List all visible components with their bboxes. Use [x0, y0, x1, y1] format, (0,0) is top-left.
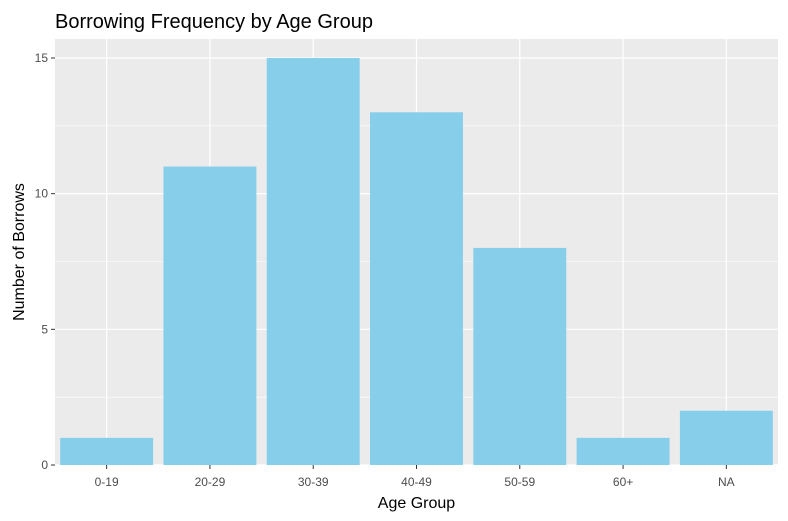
x-axis-title: Age Group	[378, 495, 455, 512]
y-tick-label: 5	[41, 322, 48, 336]
y-axis-title: Number of Borrows	[11, 183, 28, 321]
x-tick-label: 30-39	[298, 475, 329, 489]
chart-title: Borrowing Frequency by Age Group	[55, 11, 373, 33]
y-tick-label: 10	[35, 187, 49, 201]
bars	[60, 57, 773, 466]
x-tick-label: 0-19	[95, 475, 119, 489]
x-tick-label: 20-29	[195, 475, 226, 489]
bar-40-49	[370, 112, 463, 466]
bar-20-29	[163, 166, 257, 465]
axes: 0 5 10 15 0-19 20-29 30-39 40-49 50-59 60+ NA	[35, 51, 735, 489]
x-tick-label: 40-49	[401, 475, 432, 489]
bar-30-39	[266, 57, 360, 466]
x-tick-label: 60+	[613, 475, 633, 489]
y-tick-label: 15	[35, 51, 49, 65]
x-tick-label: 50-59	[504, 475, 535, 489]
bar-50-59	[473, 247, 567, 465]
x-tick-label: NA	[718, 475, 735, 489]
bar-NA	[679, 410, 773, 465]
bar-60+	[576, 437, 670, 465]
y-tick-label: 0	[41, 458, 48, 472]
bar-0-19	[60, 437, 154, 465]
